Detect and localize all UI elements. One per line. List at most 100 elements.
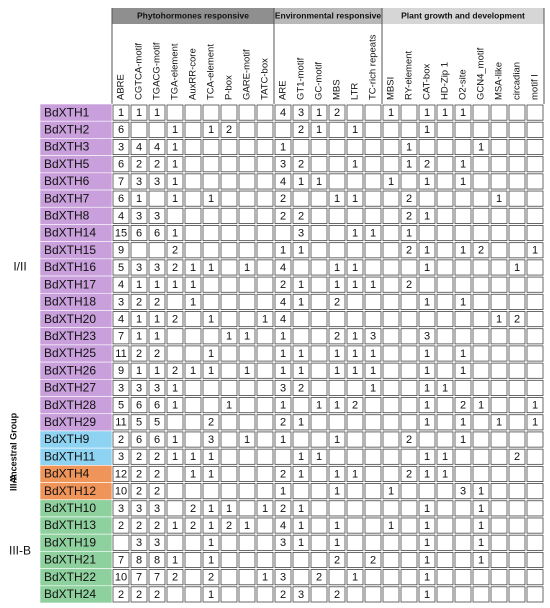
table-cell [184, 483, 202, 500]
table-cell [382, 259, 400, 276]
table-cell [328, 586, 346, 603]
cell-value: 2 [280, 279, 286, 291]
cell-value: 1 [424, 400, 430, 412]
table-cell [274, 551, 292, 568]
row-group-label: I/II [13, 260, 26, 274]
gene-name: BdXTH8 [44, 209, 90, 223]
cell-value: 1 [262, 503, 268, 515]
table-cell [256, 276, 274, 293]
table-cell [238, 379, 256, 396]
table-cell [364, 328, 382, 345]
gene-name: BdXTH3 [44, 140, 90, 154]
table-cell [292, 483, 310, 500]
cell-value: 1 [190, 468, 196, 480]
table-cell [112, 483, 130, 500]
table-cell [130, 259, 148, 276]
table-cell [436, 242, 454, 259]
table-cell [436, 259, 454, 276]
cell-value: 2 [280, 503, 286, 515]
table-cell [202, 121, 220, 138]
cell-value: 1 [334, 468, 340, 480]
cell-value: 1 [136, 313, 142, 325]
cell-value: 1 [226, 331, 232, 343]
table-cell [220, 500, 238, 517]
cell-value: 2 [136, 486, 142, 498]
table-cell [418, 173, 436, 190]
table-cell [490, 345, 508, 362]
cell-value: 1 [532, 245, 538, 257]
table-cell [436, 414, 454, 431]
table-cell [220, 156, 238, 173]
cell-value: 1 [172, 227, 178, 239]
cell-value: 1 [226, 400, 232, 412]
table-cell [148, 121, 166, 138]
table-cell [310, 465, 328, 482]
cell-value: 3 [118, 296, 124, 308]
column-group-bar [382, 8, 544, 24]
cell-value: 1 [280, 434, 286, 446]
table-cell [238, 534, 256, 551]
cell-value: 1 [460, 107, 466, 119]
cell-value: 1 [262, 572, 268, 584]
cell-value: 3 [154, 503, 160, 515]
table-cell [472, 207, 490, 224]
table-cell [220, 173, 238, 190]
cell-value: 1 [208, 451, 214, 463]
table-cell [274, 379, 292, 396]
table-cell [184, 569, 202, 586]
column-header: circadian [512, 62, 523, 100]
table-cell [508, 551, 526, 568]
table-cell [490, 362, 508, 379]
table-cell [418, 104, 436, 121]
table-cell [490, 448, 508, 465]
table-cell [436, 156, 454, 173]
table-cell [292, 345, 310, 362]
table-cell [490, 207, 508, 224]
table-cell [184, 448, 202, 465]
cell-value: 1 [172, 193, 178, 205]
table-cell [310, 259, 328, 276]
table-cell [364, 293, 382, 310]
table-cell [184, 328, 202, 345]
cell-value: 1 [280, 331, 286, 343]
cell-value: 2 [154, 589, 160, 601]
cell-value: 2 [280, 468, 286, 480]
cell-value: 3 [370, 331, 376, 343]
table-cell [238, 448, 256, 465]
table-cell [400, 362, 418, 379]
table-cell [382, 448, 400, 465]
table-cell [400, 397, 418, 414]
table-cell [112, 139, 130, 156]
table-cell [508, 517, 526, 534]
table-cell [382, 293, 400, 310]
cell-value: 2 [190, 503, 196, 515]
table-cell [130, 397, 148, 414]
cell-value: 3 [208, 434, 214, 446]
gene-name: BdXTH22 [44, 570, 96, 584]
table-cell [526, 569, 544, 586]
table-cell [148, 259, 166, 276]
table-cell [400, 293, 418, 310]
table-cell [472, 104, 490, 121]
cell-value: 7 [118, 554, 124, 566]
cell-value: 1 [136, 365, 142, 377]
table-cell [472, 534, 490, 551]
table-cell [346, 517, 364, 534]
column-group-bar [112, 8, 274, 24]
table-cell [202, 328, 220, 345]
table-cell [418, 586, 436, 603]
table-cell [184, 207, 202, 224]
column-header: GARE-motif [242, 49, 253, 100]
table-cell [166, 534, 184, 551]
table-cell [292, 259, 310, 276]
table-cell [112, 517, 130, 534]
cell-value: 1 [280, 245, 286, 257]
column-header: TCA-element [206, 44, 217, 100]
table-cell [256, 500, 274, 517]
table-cell [400, 104, 418, 121]
table-cell [202, 586, 220, 603]
table-cell [202, 242, 220, 259]
table-cell [454, 156, 472, 173]
table-cell [166, 500, 184, 517]
table-cell [256, 569, 274, 586]
